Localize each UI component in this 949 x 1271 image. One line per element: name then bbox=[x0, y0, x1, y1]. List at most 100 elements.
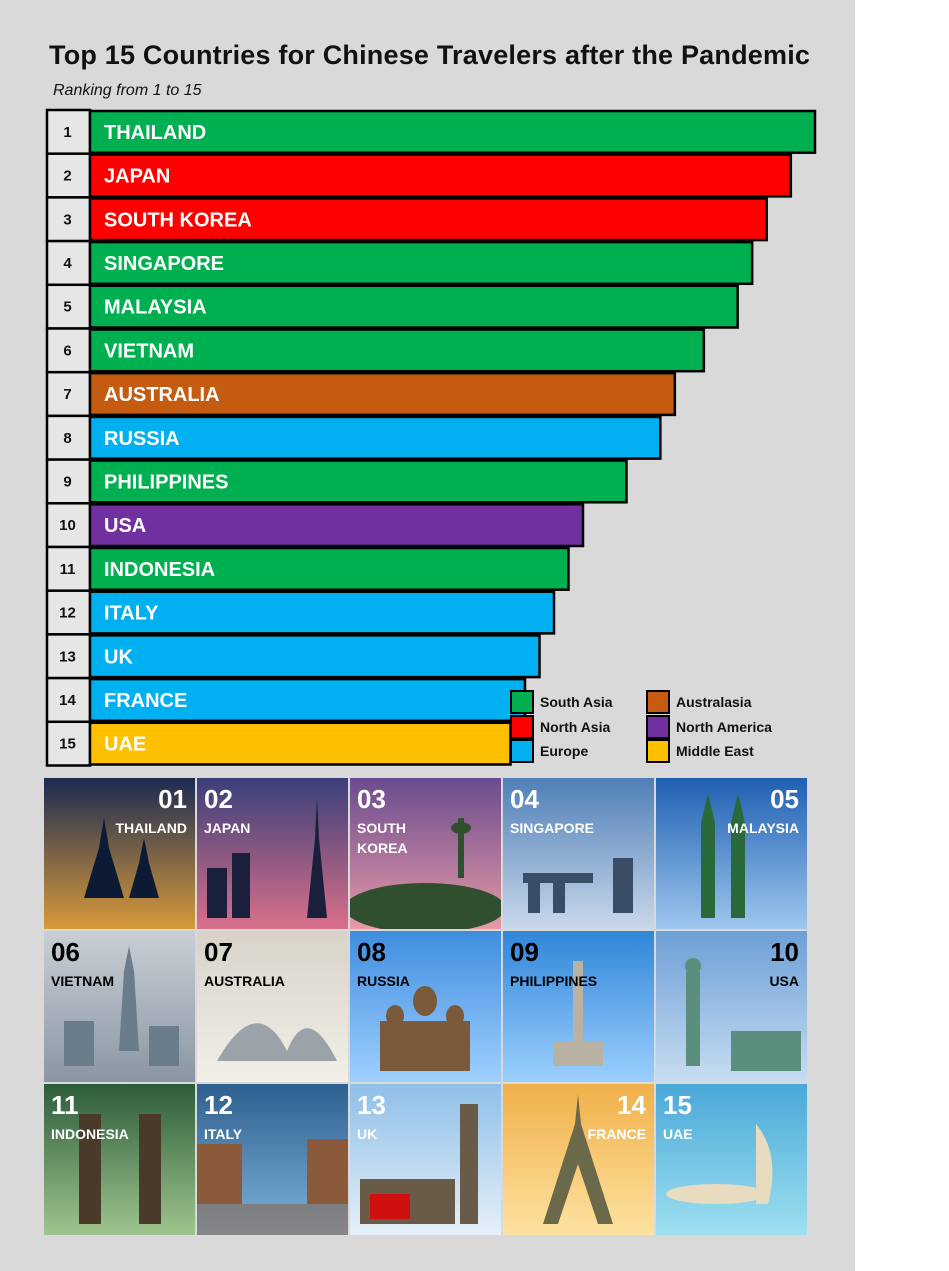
photo-rank-number: 13 bbox=[357, 1090, 386, 1120]
photo-country-name: RUSSIA bbox=[357, 973, 410, 989]
photo-country-name: THAILAND bbox=[115, 820, 187, 836]
legend-item: North Asia bbox=[510, 714, 611, 739]
rank-label: 13 bbox=[59, 648, 76, 665]
photo-tile: 02 JAPAN bbox=[197, 778, 348, 929]
photo-tile: 10 USA bbox=[656, 931, 807, 1082]
bar-label: UK bbox=[104, 646, 133, 668]
legend-label: Europe bbox=[540, 743, 589, 759]
bar-label: VIETNAM bbox=[104, 340, 194, 362]
photo-country-name: AUSTRALIA bbox=[204, 973, 285, 989]
photo-tile: 12 ITALY bbox=[197, 1084, 348, 1235]
photo-rank-number: 10 bbox=[770, 937, 799, 967]
bar-label: PHILIPPINES bbox=[104, 471, 228, 493]
bar bbox=[88, 197, 768, 242]
bar-label: SINGAPORE bbox=[104, 253, 224, 275]
rank-label: 6 bbox=[63, 342, 71, 359]
photo-country-name: MALAYSIA bbox=[727, 820, 799, 836]
bar bbox=[88, 721, 512, 766]
merlion-photo bbox=[503, 778, 654, 929]
photo-tile: 14 FRANCE bbox=[503, 1084, 654, 1235]
rank-label: 5 bbox=[63, 299, 71, 316]
bar bbox=[88, 546, 570, 591]
petronas-towers-photo bbox=[656, 778, 807, 929]
rank-label: 15 bbox=[59, 736, 76, 753]
photo-tile: 05 MALAYSIA bbox=[656, 778, 807, 929]
photo-rank-number: 15 bbox=[663, 1090, 692, 1120]
photo-rank-number: 08 bbox=[357, 937, 386, 967]
rank-label: 1 bbox=[63, 124, 71, 141]
rank-label: 3 bbox=[63, 211, 71, 228]
seoul-tower-photo bbox=[350, 778, 501, 929]
legend-label: Australasia bbox=[676, 694, 752, 710]
legend-item: Middle East bbox=[646, 739, 754, 763]
photo-country-name: VIETNAM bbox=[51, 973, 114, 989]
saigon-skyline-photo bbox=[44, 931, 195, 1082]
rank-label: 11 bbox=[60, 561, 76, 578]
bar bbox=[88, 415, 662, 460]
photo-country-name: ITALY bbox=[204, 1126, 243, 1142]
bar bbox=[88, 371, 677, 417]
chart-title: Top 15 Countries for Chinese Travelers a… bbox=[49, 40, 811, 70]
photo-rank-number: 06 bbox=[51, 937, 80, 967]
legend-item: Australasia bbox=[646, 690, 751, 714]
photo-rank-number: 12 bbox=[204, 1090, 233, 1120]
photo-country-name: SOUTH KOREA bbox=[357, 820, 408, 856]
bar-label: INDONESIA bbox=[104, 559, 215, 581]
photo-rank-number: 03 bbox=[357, 784, 386, 814]
ranking-bar-chart: 1 THAILAND 2 JAPAN 3 SOUTH KOREA 4 SINGAPORE 5 MA… bbox=[45, 108, 817, 767]
legend-label: North America bbox=[676, 718, 772, 735]
photo-rank-number: 02 bbox=[204, 784, 233, 814]
rank-box bbox=[45, 327, 92, 374]
photo-country-name: INDONESIA bbox=[51, 1126, 129, 1142]
photo-tile: 01 THAILAND bbox=[44, 778, 195, 929]
legend-item: North America bbox=[646, 714, 772, 739]
bar bbox=[88, 284, 739, 329]
rank-label: 2 bbox=[63, 168, 71, 185]
destination-photo-grid: 01 THAILAND 02 JAPAN 03 SOUTH KOREA 04 SINGAPOR… bbox=[44, 778, 808, 1236]
legend-swatch bbox=[646, 739, 670, 763]
rizal-monument-photo bbox=[503, 931, 654, 1082]
photo-tile: 08 RUSSIA bbox=[350, 931, 501, 1082]
bar bbox=[88, 634, 541, 679]
bar-label: AUSTRALIA bbox=[104, 384, 220, 406]
bar-label: ITALY bbox=[104, 603, 159, 625]
photo-tile: 15 UAE bbox=[656, 1084, 807, 1235]
bar-label: UAE bbox=[104, 734, 146, 756]
bar-label: JAPAN bbox=[104, 166, 170, 188]
photo-rank-number: 04 bbox=[510, 784, 539, 814]
bar-label: MALAYSIA bbox=[104, 297, 207, 319]
region-legend: South Asia North Asia Europe Australasia Nor… bbox=[510, 690, 810, 770]
photo-country-name: USA bbox=[769, 973, 799, 989]
photo-country-name: FRANCE bbox=[587, 1126, 646, 1142]
bar bbox=[88, 590, 556, 635]
legend-item: South Asia bbox=[510, 690, 613, 714]
bar-label: SOUTH KOREA bbox=[104, 209, 252, 231]
tokyo-tower-photo bbox=[197, 778, 348, 929]
burj-al-arab-photo bbox=[656, 1084, 807, 1235]
bar bbox=[88, 109, 817, 154]
photo-country-name: JAPAN bbox=[204, 820, 251, 836]
bar bbox=[88, 153, 793, 198]
venice-canal-photo bbox=[197, 1084, 348, 1235]
photo-country-name: UK bbox=[357, 1126, 378, 1142]
chart-subtitle: Ranking from 1 to 15 bbox=[53, 82, 202, 99]
legend-label: Middle East bbox=[676, 743, 754, 759]
bar bbox=[88, 459, 628, 504]
photo-tile: 04 SINGAPORE bbox=[503, 778, 654, 929]
rank-label: 7 bbox=[63, 386, 71, 403]
photo-tile: 07 AUSTRALIA bbox=[197, 931, 348, 1082]
bar-label: USA bbox=[104, 515, 146, 537]
rank-box bbox=[45, 283, 92, 330]
legend-label: North Asia bbox=[540, 718, 611, 735]
rank-label: 9 bbox=[63, 473, 71, 490]
photo-country-name: PHILIPPINES bbox=[510, 973, 598, 989]
legend-swatch bbox=[510, 714, 534, 739]
photo-country-name: UAE bbox=[663, 1126, 693, 1142]
eiffel-tower-photo bbox=[503, 1084, 654, 1235]
photo-tile: 06 VIETNAM bbox=[44, 931, 195, 1082]
photo-rank-number: 09 bbox=[510, 937, 539, 967]
photo-rank-number: 14 bbox=[617, 1090, 646, 1120]
bar-label: RUSSIA bbox=[104, 428, 180, 450]
rank-label: 10 bbox=[59, 517, 76, 534]
temple-photo bbox=[44, 778, 195, 929]
